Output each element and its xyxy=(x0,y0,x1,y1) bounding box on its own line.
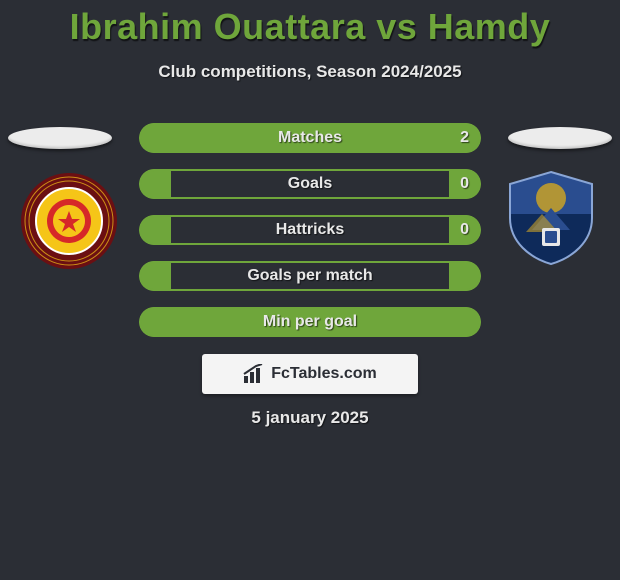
metric-value-right: 0 xyxy=(460,215,469,245)
metric-label: Goals xyxy=(139,169,481,199)
branding-text: FcTables.com xyxy=(271,365,377,383)
club-badge-right xyxy=(502,168,600,266)
player-left-avatar xyxy=(8,127,112,149)
chart-icon xyxy=(243,364,265,384)
metric-row-gpm: Goals per match xyxy=(139,261,481,291)
esperance-icon xyxy=(20,172,118,270)
club-badge-left xyxy=(20,172,118,270)
metric-row-matches: Matches 2 xyxy=(139,123,481,153)
metric-value-right: 2 xyxy=(460,123,469,153)
subtitle: Club competitions, Season 2024/2025 xyxy=(0,62,620,82)
pyramids-icon xyxy=(502,168,600,266)
metric-row-hattricks: Hattricks 0 xyxy=(139,215,481,245)
metric-row-mpg: Min per goal xyxy=(139,307,481,337)
metric-label: Min per goal xyxy=(139,307,481,337)
metrics-bars: Matches 2 Goals 0 Hattricks 0 Goals per … xyxy=(139,123,481,353)
comparison-card: Ibrahim Ouattara vs Hamdy Club competiti… xyxy=(0,0,620,580)
metric-value-right: 0 xyxy=(460,169,469,199)
page-title: Ibrahim Ouattara vs Hamdy xyxy=(0,0,620,48)
branding-link[interactable]: FcTables.com xyxy=(202,354,418,394)
metric-label: Goals per match xyxy=(139,261,481,291)
metric-label: Matches xyxy=(139,123,481,153)
date-text: 5 january 2025 xyxy=(0,408,620,428)
metric-row-goals: Goals 0 xyxy=(139,169,481,199)
player-right-avatar xyxy=(508,127,612,149)
metric-label: Hattricks xyxy=(139,215,481,245)
